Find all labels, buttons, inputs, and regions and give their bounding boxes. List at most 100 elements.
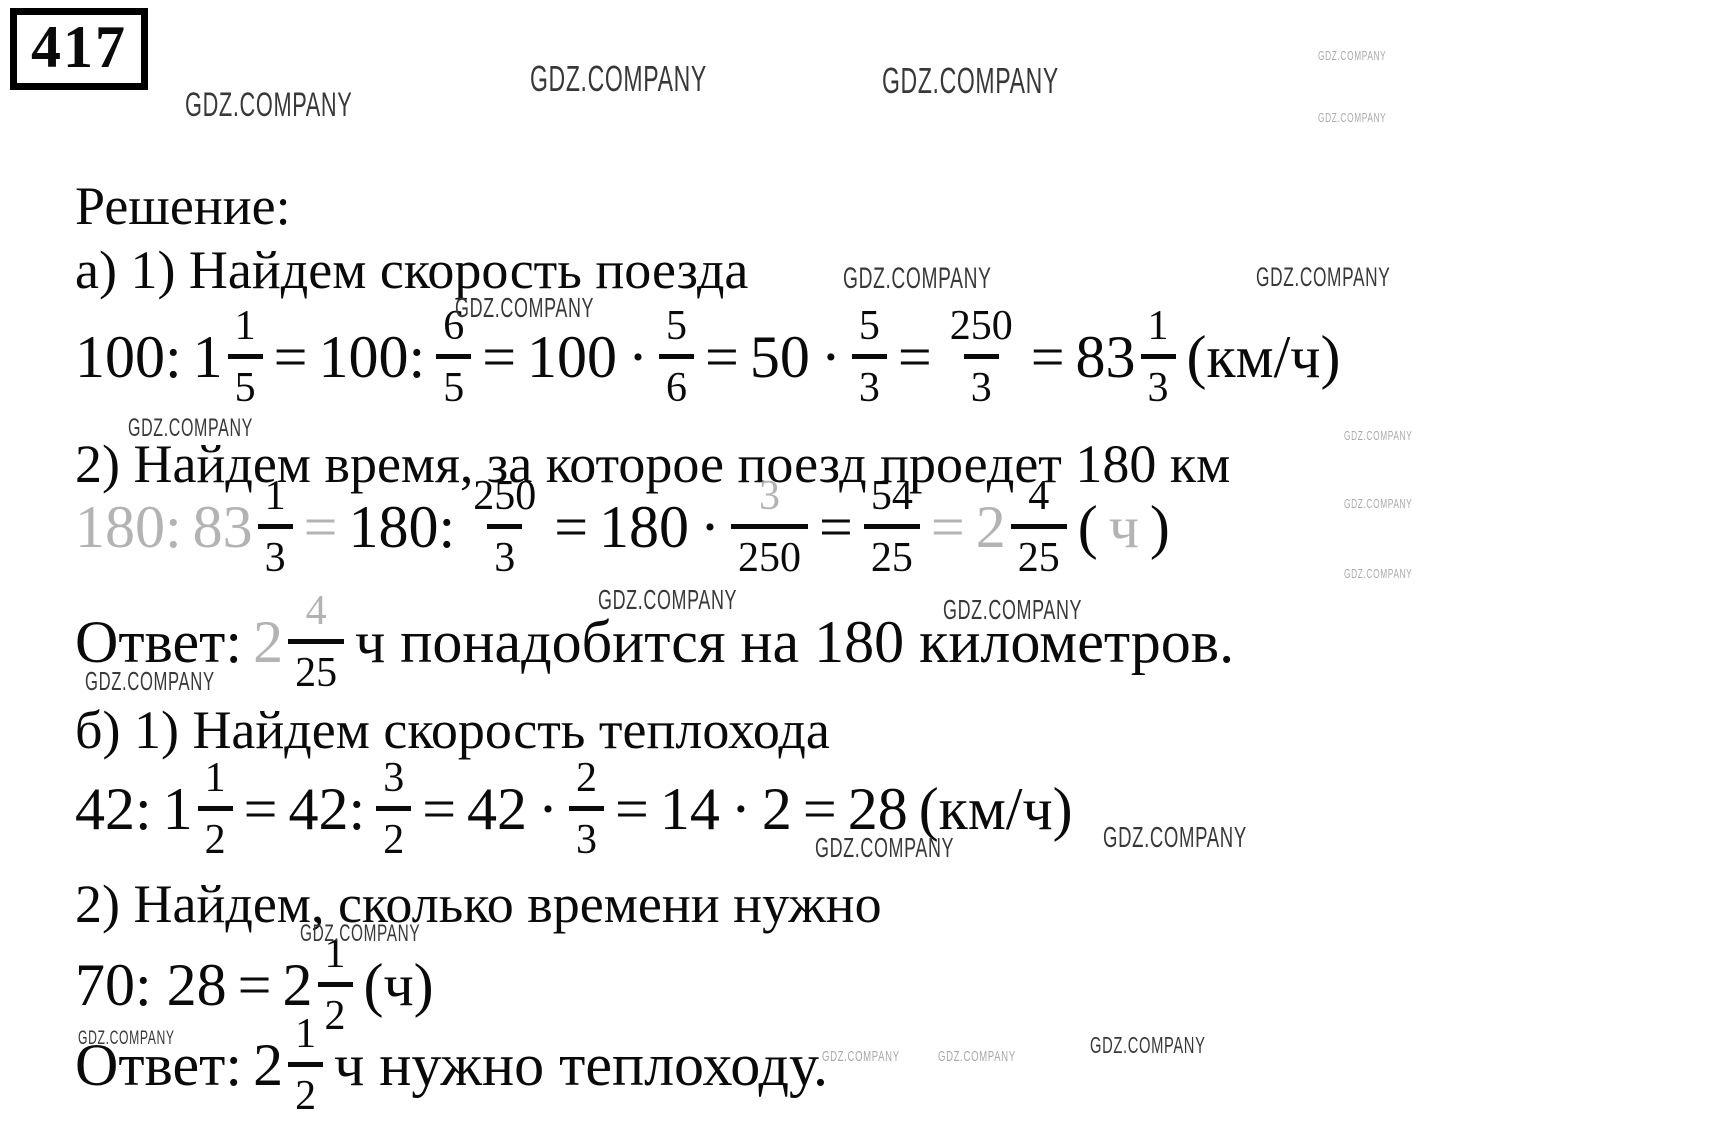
- math-text: 100:: [318, 324, 426, 390]
- fraction: 4 25: [288, 585, 345, 699]
- solution-heading: Решение:: [75, 176, 291, 236]
- math-text: =: [1030, 324, 1065, 390]
- math-text: (ч): [363, 952, 434, 1018]
- watermark: GDZ.COMPANY: [1344, 496, 1413, 511]
- math-text: 14: [659, 776, 720, 842]
- math-text: =: [554, 494, 589, 560]
- equation-a1: 100: 1 1 5 = 100: 6 5 = 100 · 5 6 = 50 · 5 3 = 250 3 = 83 1 3 (км…: [75, 300, 1340, 414]
- watermark: GDZ.COMPANY: [530, 58, 707, 99]
- math-text: 180:: [75, 494, 182, 560]
- step-b2-label: 2) Найдем, сколько времени нужно: [75, 874, 882, 934]
- math-text: (км/ч): [1186, 324, 1341, 390]
- math-text: =: [243, 776, 278, 842]
- watermark: GDZ.COMPANY: [822, 1048, 900, 1065]
- problem-number-badge: 417: [10, 8, 148, 90]
- math-text: (: [1077, 494, 1098, 560]
- watermark: GDZ.COMPANY: [1318, 48, 1387, 63]
- math-text: 42:: [75, 776, 152, 842]
- fraction: 250 3: [466, 470, 543, 584]
- equation-a2: 180: 83 1 3 = 180: 250 3 = 180 · 3 250 = 54 25 = 2 4 25(ч): [75, 470, 1170, 584]
- watermark: GDZ.COMPANY: [1344, 428, 1413, 443]
- watermark: GDZ.COMPANY: [1318, 110, 1387, 125]
- math-text: 28: [847, 776, 908, 842]
- math-text: =: [897, 324, 932, 390]
- math-text: ч понадобится на 180 километров.: [355, 609, 1235, 675]
- step-b1-label: б) 1) Найдем скорость теплохода: [75, 700, 830, 760]
- watermark: GDZ.COMPANY: [938, 1048, 1016, 1065]
- watermark: GDZ.COMPANY: [455, 292, 595, 323]
- math-text: 100:: [75, 324, 182, 390]
- math-text: Ответ:: [75, 609, 243, 675]
- equation-b1: 42: 1 1 2 = 42: 3 2 = 42 · 2 3 = 14 · 2 = 28 (км/ч): [75, 752, 1073, 866]
- fraction: 4 25: [1010, 470, 1067, 584]
- mixed-number: 2 4 25: [253, 585, 345, 699]
- watermark: GDZ.COMPANY: [1090, 1032, 1206, 1058]
- math-text: ·: [628, 324, 649, 390]
- math-text: (км/ч): [918, 776, 1073, 842]
- mixed-number: 83 1 3: [193, 470, 293, 584]
- watermark: GDZ.COMPANY: [78, 1028, 175, 1049]
- math-text: ·: [820, 324, 841, 390]
- math-text: =: [237, 952, 272, 1018]
- mixed-number: 83 1 3: [1076, 300, 1176, 414]
- watermark: GDZ.COMPANY: [882, 60, 1059, 101]
- math-text: ): [1149, 494, 1170, 560]
- math-text: =: [303, 494, 338, 560]
- math-text: =: [422, 776, 457, 842]
- watermark: GDZ.COMPANY: [598, 584, 738, 615]
- watermark: GDZ.COMPANY: [185, 86, 353, 124]
- math-text: 70: 28: [75, 952, 227, 1018]
- math-text: =: [482, 324, 517, 390]
- watermark: GDZ.COMPANY: [128, 414, 253, 442]
- math-text: =: [273, 324, 308, 390]
- answer-a: Ответ: 2 4 25 ч понадобится на 180 километро…: [75, 585, 1234, 699]
- watermark: GDZ.COMPANY: [300, 920, 421, 947]
- math-text: ·: [700, 494, 721, 560]
- fraction: 3 250: [731, 470, 809, 584]
- step-a1-label: а) 1) Найдем скорость поезда: [75, 240, 749, 300]
- watermark: GDZ.COMPANY: [815, 832, 955, 863]
- math-text: 2: [761, 776, 792, 842]
- math-text: 42:: [288, 776, 366, 842]
- math-text: ч нужно теплоходу.: [334, 1032, 829, 1098]
- math-text: =: [705, 324, 739, 390]
- problem-number: 417: [31, 14, 127, 80]
- math-text: =: [802, 776, 837, 842]
- fraction: 250 3: [943, 300, 1020, 414]
- math-text: ·: [538, 776, 559, 842]
- math-text: =: [615, 776, 649, 842]
- math-text: 180: [599, 494, 690, 560]
- watermark: GDZ.COMPANY: [843, 262, 992, 295]
- watermark: GDZ.COMPANY: [1256, 262, 1391, 292]
- math-text: 42: [467, 776, 528, 842]
- math-text: 100: [527, 324, 618, 390]
- math-text: 180:: [348, 494, 456, 560]
- math-text: 50: [749, 324, 810, 390]
- math-text: =: [930, 494, 965, 560]
- fraction: 54 25: [863, 470, 920, 584]
- math-text: Ответ:: [75, 1032, 243, 1098]
- watermark: GDZ.COMPANY: [1103, 822, 1247, 854]
- watermark: GDZ.COMPANY: [1344, 566, 1413, 581]
- watermark: GDZ.COMPANY: [85, 666, 215, 696]
- math-text: ·: [730, 776, 751, 842]
- step-a2-label: 2) Найдем время, за которое поезд проеде…: [75, 434, 1231, 494]
- math-text: ч: [1108, 494, 1139, 560]
- math-text: =: [819, 494, 853, 560]
